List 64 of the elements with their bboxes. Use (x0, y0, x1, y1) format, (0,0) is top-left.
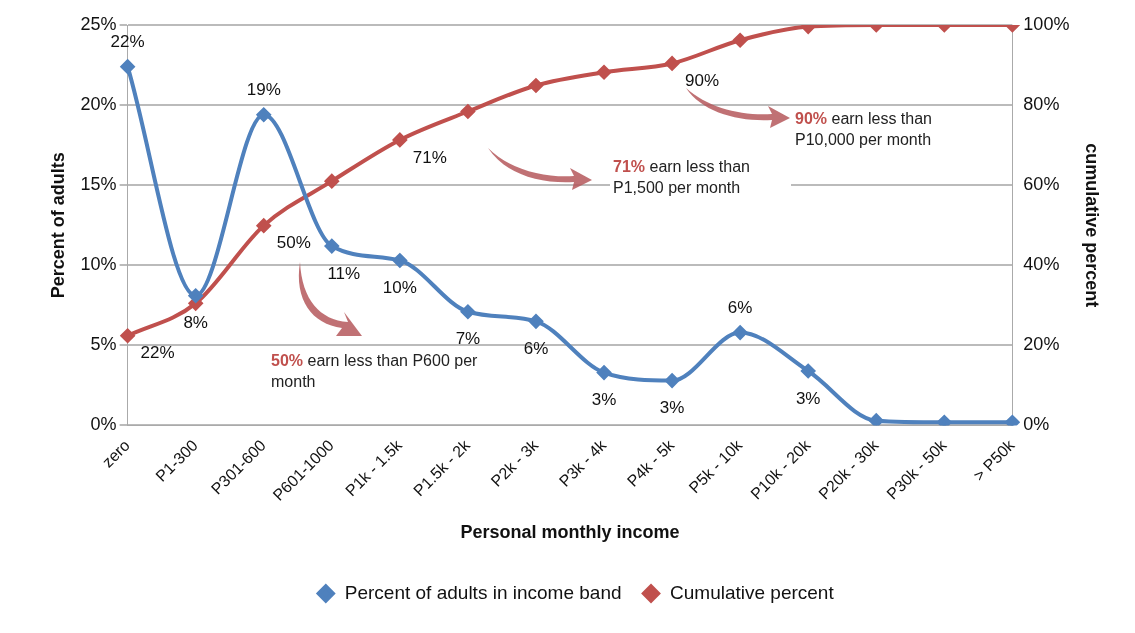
x-tick-label: P1k - 1.5k (342, 435, 406, 500)
point (665, 56, 680, 71)
y2-tick-label: 0% (1023, 414, 1050, 435)
y2-tick-label: 60% (1023, 174, 1060, 195)
y2-tick-label: 40% (1023, 254, 1060, 275)
point (528, 78, 543, 93)
y2-axis-title: cumulative percent (1082, 143, 1103, 308)
y-tick-label: 0% (90, 414, 117, 435)
point (801, 364, 816, 378)
data-label: 22% (140, 343, 175, 363)
x-tick-label: P2k - 3k (487, 435, 542, 490)
annotation: 50% earn less than P600 per month (271, 352, 478, 390)
point (460, 104, 475, 119)
point (324, 239, 339, 254)
data-label: 7% (455, 329, 481, 349)
data-label: 8% (183, 313, 208, 333)
data-label: 6% (523, 339, 549, 359)
data-label: 11% (327, 263, 361, 283)
x-axis-title: Personal monthly income (460, 522, 680, 543)
data-label: 3% (659, 398, 685, 418)
data-label: 10% (382, 278, 417, 298)
point (733, 325, 748, 340)
data-label: 90% (685, 71, 720, 91)
x-tick-label: P3k - 4k (555, 435, 610, 490)
point (733, 33, 748, 48)
point (392, 132, 407, 147)
data-label: 50% (276, 233, 311, 253)
point (528, 314, 543, 329)
annotation: 90% earn less than P10,000 per month (795, 110, 932, 148)
y-tick-label: 25% (80, 13, 117, 34)
point (1005, 415, 1020, 426)
y-tick-label: 20% (80, 94, 117, 115)
point (937, 415, 952, 426)
data-label: 19% (246, 80, 281, 100)
point (324, 174, 339, 189)
y-tick-label: 10% (80, 254, 117, 275)
y2-tick-label: 20% (1023, 334, 1060, 355)
point (460, 304, 475, 319)
x-tick-label: P4k - 5k (623, 435, 679, 490)
point (188, 288, 203, 303)
point (256, 218, 271, 233)
y-tick-label: 15% (80, 174, 117, 195)
data-label: 22% (110, 32, 145, 52)
y2-tick-label: 100% (1023, 13, 1070, 34)
annotation: 71% earn less than P1,500 per month (613, 158, 750, 196)
data-label: 3% (591, 390, 617, 410)
data-label: 71% (412, 147, 447, 167)
point (665, 373, 680, 388)
point (869, 413, 884, 426)
data-label: 3% (795, 388, 821, 408)
x-tick-label: zero (98, 436, 133, 471)
legend-label: Percent of adults in income band (344, 581, 622, 603)
point (256, 107, 271, 122)
point (120, 59, 135, 74)
data-label: 6% (727, 298, 753, 318)
y-tick-label: 5% (90, 334, 117, 355)
point (597, 65, 612, 80)
legend-label: Cumulative percent (670, 581, 835, 603)
point (120, 328, 135, 343)
y2-tick-label: 80% (1023, 94, 1060, 115)
y-axis-title: Percent of adults (47, 152, 68, 299)
point (392, 253, 407, 268)
x-tick-label: P5k - 10k (685, 435, 747, 497)
point (597, 365, 612, 380)
